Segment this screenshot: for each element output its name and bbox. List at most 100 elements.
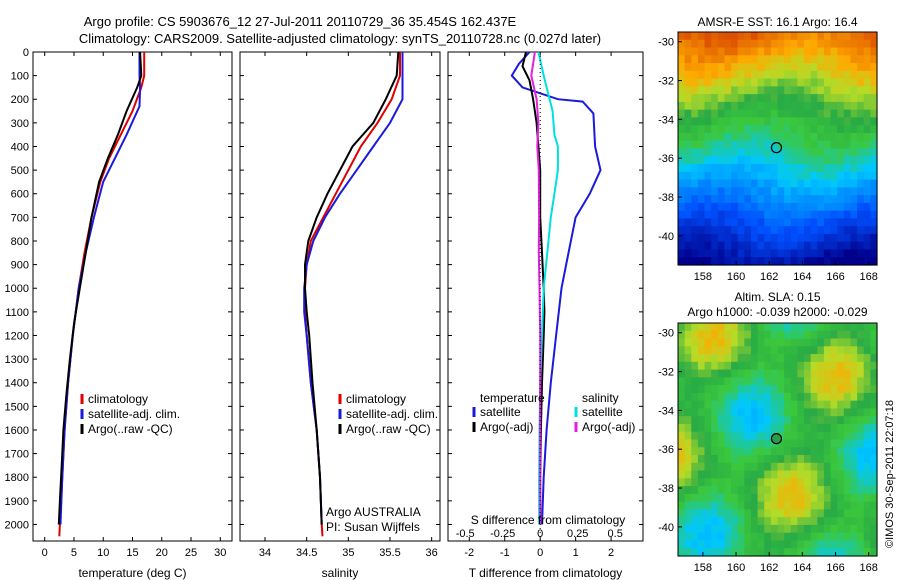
map-cell	[857, 179, 865, 188]
map-cell	[857, 470, 865, 479]
map-cell	[830, 361, 838, 371]
map-cell	[711, 517, 719, 526]
map-cell	[684, 39, 692, 49]
map-cell	[697, 70, 706, 80]
map-cell	[770, 462, 779, 472]
map-cell	[697, 548, 706, 557]
map-cell	[777, 361, 785, 371]
map-cell	[810, 369, 818, 378]
map-cell	[711, 532, 719, 542]
map-cell	[704, 439, 712, 448]
map-cell	[843, 532, 852, 542]
map-cell	[684, 202, 692, 212]
map-cell	[737, 423, 745, 433]
map-cell	[804, 226, 812, 235]
s-tick-label: 0.25	[567, 528, 588, 540]
map-cell	[857, 140, 865, 150]
map-cell	[870, 330, 878, 340]
map-cell	[764, 439, 772, 448]
map-cell	[697, 94, 706, 103]
map-cell	[717, 517, 726, 526]
map-cell	[770, 101, 779, 111]
map-cell	[691, 140, 699, 150]
y-tick-label: 1700	[5, 449, 29, 461]
map-cell	[691, 493, 699, 503]
map-cell	[777, 109, 785, 119]
map-cell	[678, 392, 686, 402]
map-cell	[704, 257, 712, 266]
map-cell	[731, 39, 739, 49]
map-cell	[804, 439, 812, 448]
map-cell	[724, 171, 732, 181]
map-cell	[684, 423, 692, 433]
map-cell	[837, 540, 845, 549]
map-cell	[823, 218, 832, 227]
map-cell	[797, 94, 805, 103]
map-cell	[724, 94, 732, 103]
map-cell	[850, 70, 858, 80]
map-cell	[770, 517, 779, 526]
map-cell	[731, 377, 739, 386]
map-cell	[764, 548, 772, 557]
map-cell	[731, 416, 739, 425]
map-cell	[744, 117, 752, 126]
map-cell	[790, 179, 798, 188]
map-cell	[870, 400, 878, 410]
map-cell	[717, 32, 726, 41]
map-cell	[678, 140, 686, 150]
map-cell	[830, 218, 838, 227]
map-cell	[804, 86, 812, 95]
map-cell	[737, 63, 745, 72]
plot-frame	[447, 51, 644, 542]
map-cell	[724, 338, 732, 347]
map-cell	[691, 156, 699, 165]
map-cell	[863, 462, 871, 472]
map-cell	[750, 346, 759, 355]
map-cell	[731, 156, 739, 165]
map-cell	[850, 249, 858, 258]
map-cell	[863, 249, 871, 258]
map-cell	[678, 385, 686, 394]
map-cell	[691, 86, 699, 95]
map-cell	[777, 63, 785, 72]
map-cell	[790, 132, 798, 142]
map-cell	[731, 400, 739, 410]
map-cell	[750, 385, 759, 394]
map-cell	[830, 132, 838, 142]
x-tick-label: 15	[126, 547, 138, 559]
map-cell	[863, 431, 871, 441]
map-cell	[731, 486, 739, 495]
map-cell	[830, 249, 838, 258]
map-cell	[804, 32, 812, 41]
map-cell	[863, 524, 871, 534]
map-cell	[757, 416, 765, 425]
map-cell	[810, 509, 818, 518]
map-cell	[830, 202, 838, 212]
map-cell	[731, 423, 739, 433]
map-cell	[750, 392, 759, 402]
map-cell	[697, 171, 706, 181]
map-cell	[717, 117, 726, 126]
map-cell	[870, 416, 878, 425]
map-cell	[724, 241, 732, 251]
map-cell	[764, 210, 772, 219]
map-cell	[797, 377, 805, 386]
map-cell	[850, 195, 858, 204]
map-cell	[737, 202, 745, 212]
map-cell	[817, 164, 825, 173]
map-cell	[784, 462, 792, 472]
map-cell	[777, 202, 785, 212]
map-cell	[804, 47, 812, 56]
map-cell	[777, 39, 785, 49]
map-cell	[837, 249, 845, 258]
map-cell	[717, 210, 726, 219]
map-cell	[810, 63, 818, 72]
map-cell	[757, 408, 765, 417]
map-cell	[717, 164, 726, 173]
map-cell	[697, 32, 706, 41]
map-cell	[711, 202, 719, 212]
map-cell	[684, 94, 692, 103]
map-cell	[678, 462, 686, 472]
map-cell	[737, 171, 745, 181]
